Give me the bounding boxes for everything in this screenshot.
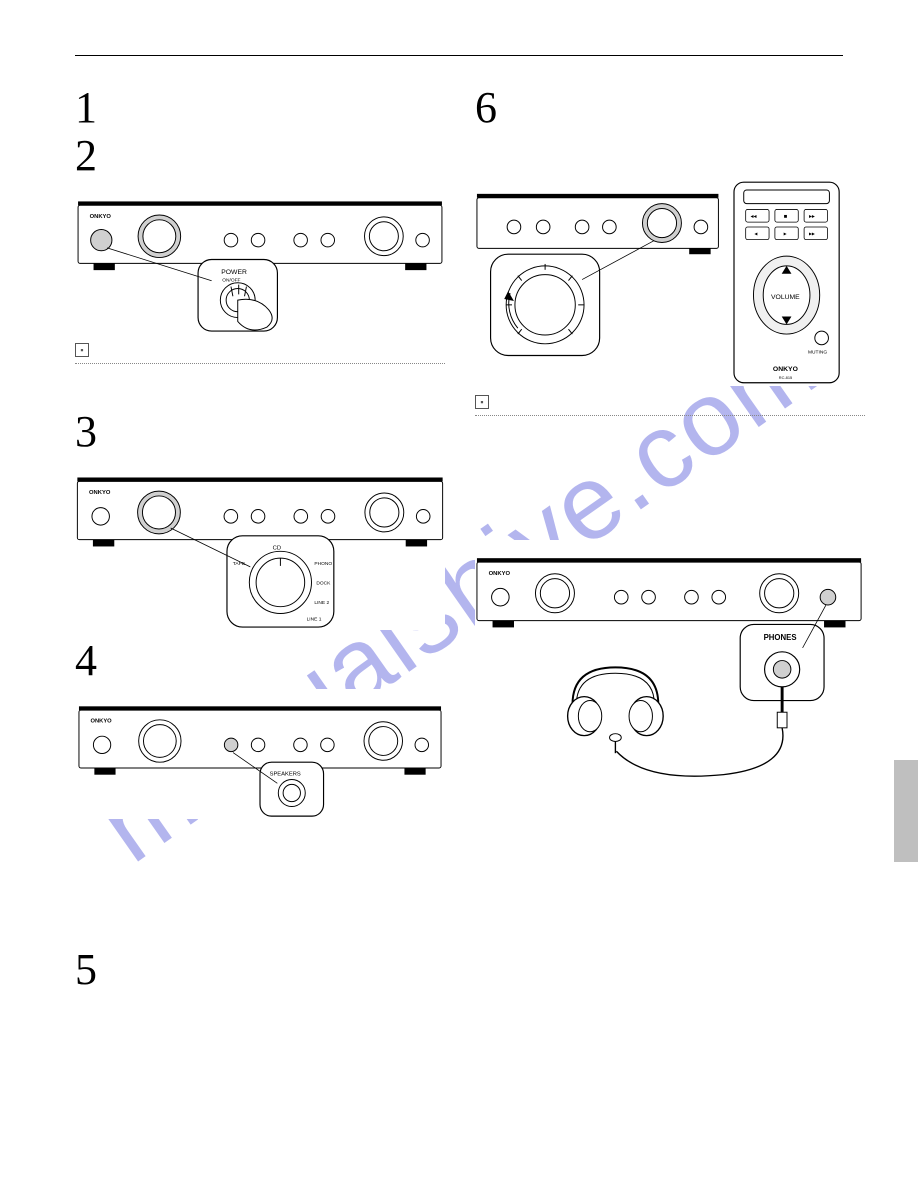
- note-row-2: ▪: [75, 343, 445, 357]
- amp-speakers-svg: ONKYO SPEAKERS: [75, 689, 445, 819]
- step-number-5: 5: [75, 948, 445, 992]
- divider-dotted-6: [475, 415, 865, 416]
- sel-phono: PHONO: [314, 561, 332, 567]
- illustration-step-2: ONKYO: [75, 184, 445, 339]
- right-column: 6: [475, 86, 865, 996]
- sel-line2: LINE 2: [314, 600, 329, 606]
- left-column: 1 2 ONKYO: [75, 86, 445, 996]
- sel-cd: CD: [273, 545, 281, 551]
- svg-text:▸▸: ▸▸: [809, 214, 815, 220]
- remote-brand: ONKYO: [773, 366, 798, 373]
- note-icon: ▪: [75, 343, 89, 357]
- svg-text:▸▸: ▸▸: [809, 232, 815, 238]
- svg-text:◂: ◂: [754, 232, 757, 238]
- illustration-phones: ONKYO PHONES: [475, 540, 865, 790]
- sel-dock: DOCK: [316, 580, 331, 586]
- illustration-step-4: ONKYO SPEAKERS: [75, 689, 445, 824]
- brand-text-4: ONKYO: [91, 719, 113, 725]
- step-number-4: 4: [75, 639, 445, 683]
- note-row-6: ▪: [475, 395, 865, 409]
- step-number-6: 6: [475, 86, 865, 130]
- divider-dotted-2: [75, 363, 445, 364]
- step-number-2: 2: [75, 134, 445, 178]
- svg-text:◂◂: ◂◂: [751, 214, 757, 220]
- step-number-1: 1: [75, 86, 445, 130]
- top-rule: [75, 55, 843, 56]
- svg-text:▸: ▸: [784, 232, 787, 238]
- amp-phones-svg: ONKYO PHONES: [475, 540, 865, 785]
- columns: 1 2 ONKYO: [75, 86, 843, 996]
- remote-model: RC-815: [779, 375, 792, 380]
- side-tab: [894, 760, 918, 862]
- speakers-label: SPEAKERS: [270, 772, 301, 778]
- step-number-3: 3: [75, 410, 445, 454]
- note-icon-6: ▪: [475, 395, 489, 409]
- amp-power-svg: ONKYO: [75, 184, 445, 334]
- amp-input-svg: ONKYO CD PHONO: [75, 460, 445, 630]
- remote-mute-label: MUTING: [808, 350, 827, 356]
- power-callout-label: POWER: [221, 269, 247, 276]
- illustration-step-3: ONKYO CD PHONO: [75, 460, 445, 635]
- brand-text: ONKYO: [90, 214, 112, 220]
- brand-text-3: ONKYO: [89, 490, 111, 496]
- svg-text:■: ■: [784, 214, 788, 220]
- brand-text-phones: ONKYO: [489, 571, 511, 577]
- remote-volume-label: VOLUME: [771, 294, 800, 301]
- amp-volume-remote-svg: ◂◂ ■ ▸▸ ◂ ▸ ▸▸ VOLUME MUTING ONKYO: [475, 176, 845, 386]
- phones-label: PHONES: [764, 633, 797, 642]
- page-content: 1 2 ONKYO: [75, 55, 843, 1135]
- illustration-step-6: ◂◂ ■ ▸▸ ◂ ▸ ▸▸ VOLUME MUTING ONKYO: [475, 176, 865, 391]
- sel-line1: LINE 1: [307, 616, 322, 622]
